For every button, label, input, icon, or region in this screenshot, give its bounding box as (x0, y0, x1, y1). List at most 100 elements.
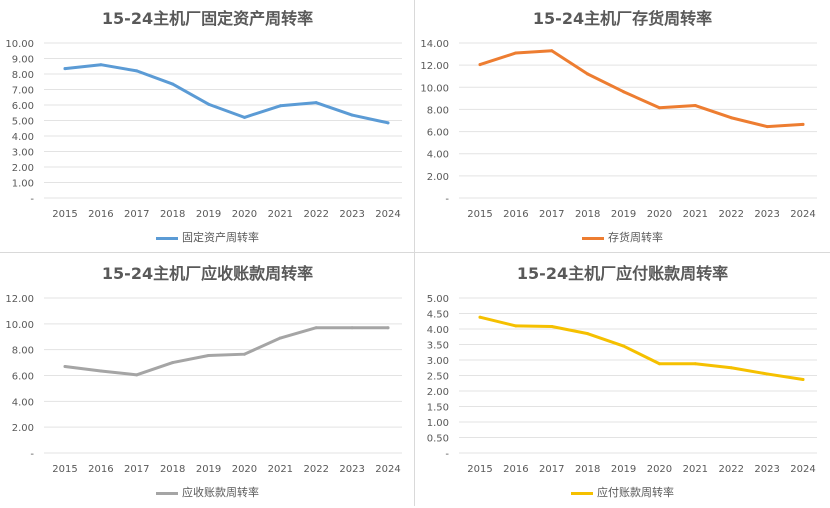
vertical-divider (414, 0, 415, 506)
x-tick-label: 2021 (683, 464, 708, 475)
x-tick-label: 2015 (467, 209, 492, 220)
data-point (550, 325, 554, 329)
x-tick-label: 2019 (611, 464, 636, 475)
legend-label: 存货周转率 (608, 231, 663, 244)
y-tick-label: 8.00 (427, 105, 449, 116)
y-tick-label: 2.50 (427, 372, 449, 383)
data-point (693, 104, 697, 108)
data-point (207, 353, 211, 357)
data-point (386, 326, 390, 330)
chart-payables-turnover: - 0.50 1.00 1.50 2.00 2.50 3.00 3.50 4.00 4.50 5.0… (415, 255, 830, 508)
y-tick-label: 2.00 (12, 163, 34, 174)
y-tick-label: 6.00 (12, 101, 34, 112)
legend: 存货周转率 (415, 229, 830, 245)
data-point (514, 51, 518, 55)
x-tick-label: 2017 (539, 209, 564, 220)
data-point (478, 63, 482, 67)
data-point (350, 113, 354, 117)
data-point (207, 102, 211, 106)
x-tick-label: 2016 (88, 464, 113, 475)
series-line (63, 63, 390, 125)
y-tick-label: 12.00 (5, 294, 34, 305)
y-tick-label: 4.00 (427, 325, 449, 336)
x-tick-label: 2024 (790, 464, 815, 475)
x-tick-label: 2022 (303, 209, 328, 220)
x-tick-label: 2017 (539, 464, 564, 475)
horizontal-divider (0, 252, 830, 253)
y-tick-label: 10.00 (5, 320, 34, 331)
y-tick-label: 1.50 (427, 403, 449, 414)
data-point (550, 49, 554, 53)
y-tick-label: 3.00 (427, 356, 449, 367)
x-tick-label: 2023 (754, 209, 779, 220)
y-tick-label: 8.00 (12, 70, 34, 81)
data-point (63, 67, 67, 71)
legend-label: 应付账款周转率 (597, 486, 674, 499)
x-tick-label: 2018 (575, 209, 600, 220)
y-tick-label: 0.50 (427, 434, 449, 445)
data-point (314, 326, 318, 330)
legend: 应付账款周转率 (415, 484, 830, 500)
data-point (622, 344, 626, 348)
chart-fixed-asset-turnover: - 1.00 2.00 3.00 4.00 5.00 6.00 7.00 8.00 9.00 10.… (0, 0, 415, 253)
x-tick-label: 2020 (232, 464, 257, 475)
y-tick-label: 3.50 (427, 341, 449, 352)
data-point (729, 116, 733, 120)
x-tick-label: 2017 (124, 464, 149, 475)
data-point (729, 366, 733, 370)
x-tick-label: 2017 (124, 209, 149, 220)
data-point (171, 82, 175, 86)
plot-area: - 0.50 1.00 1.50 2.00 2.50 3.00 3.50 4.00 4.50 5.0… (427, 294, 817, 475)
data-point (135, 373, 139, 377)
x-tick-label: 2020 (647, 209, 672, 220)
x-tick-label: 2023 (339, 464, 364, 475)
data-point (171, 361, 175, 365)
data-point (350, 326, 354, 330)
x-tick-label: 2021 (683, 209, 708, 220)
y-tick-label: - (30, 194, 34, 205)
x-tick-label: 2016 (88, 209, 113, 220)
y-tick-label: 2.00 (427, 172, 449, 183)
x-tick-label: 2022 (718, 209, 743, 220)
y-tick-label: 2.00 (427, 387, 449, 398)
legend-label: 应收账款周转率 (182, 486, 259, 499)
x-tick-label: 2018 (160, 209, 185, 220)
y-tick-label: 1.00 (12, 179, 34, 190)
y-tick-label: 6.00 (12, 372, 34, 383)
x-tick-label: 2019 (196, 209, 221, 220)
x-tick-label: 2021 (268, 464, 293, 475)
y-tick-label: 2.00 (12, 423, 34, 434)
y-tick-label: 9.00 (12, 55, 34, 66)
legend-swatch (156, 236, 178, 240)
legend: 应收账款周转率 (0, 484, 415, 500)
legend-label: 固定资产周转率 (182, 231, 259, 244)
series-line (478, 315, 805, 382)
chart-title: 15-24主机厂固定资产周转率 (101, 9, 314, 28)
x-tick-label: 2019 (611, 209, 636, 220)
y-tick-label: 5.00 (427, 294, 449, 305)
x-tick-label: 2016 (503, 464, 528, 475)
data-point (135, 69, 139, 73)
plot-area: - 2.00 4.00 6.00 8.00 10.00 12.00 2015 2016 2017 2… (5, 294, 402, 475)
x-tick-label: 2023 (754, 464, 779, 475)
x-tick-label: 2020 (232, 209, 257, 220)
x-tick-label: 2019 (196, 464, 221, 475)
x-tick-label: 2018 (575, 464, 600, 475)
y-tick-label: 3.00 (12, 148, 34, 159)
x-tick-label: 2022 (303, 464, 328, 475)
x-tick-label: 2015 (52, 464, 77, 475)
y-tick-label: 4.00 (12, 397, 34, 408)
x-tick-label: 2023 (339, 209, 364, 220)
plot-area: - 2.00 4.00 6.00 8.00 10.00 12.00 14.00 2015 2016… (420, 39, 817, 220)
y-tick-label: 14.00 (420, 39, 449, 50)
data-point (765, 125, 769, 129)
y-tick-label: 10.00 (5, 39, 34, 50)
data-point (478, 315, 482, 319)
series-line (478, 49, 805, 129)
data-point (801, 122, 805, 126)
x-tick-label: 2015 (52, 209, 77, 220)
legend-swatch (571, 491, 593, 495)
data-point (386, 121, 390, 125)
data-point (314, 101, 318, 105)
y-tick-label: 7.00 (12, 86, 34, 97)
